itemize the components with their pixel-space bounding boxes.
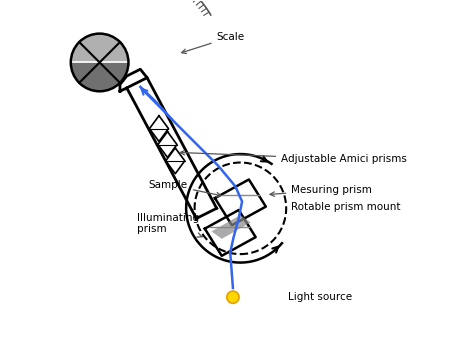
Text: Rotable prism mount: Rotable prism mount — [292, 202, 401, 212]
Text: Sample: Sample — [149, 180, 221, 197]
Circle shape — [227, 291, 239, 303]
Text: Light source: Light source — [288, 292, 352, 302]
Text: Adjustable Amici prisms: Adjustable Amici prisms — [180, 150, 407, 164]
Wedge shape — [71, 34, 128, 63]
Polygon shape — [211, 215, 251, 239]
Text: Mesuring prism: Mesuring prism — [270, 185, 372, 196]
Text: Scale: Scale — [182, 32, 245, 53]
Text: Illuminating
prism: Illuminating prism — [137, 213, 202, 237]
Wedge shape — [71, 63, 128, 91]
